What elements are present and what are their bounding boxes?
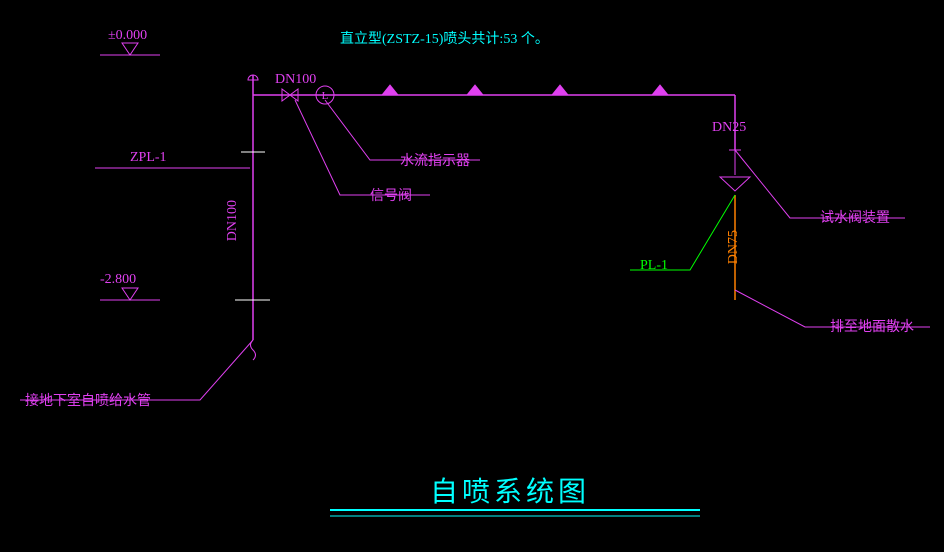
zpl-tag: ZPL-1 [130,150,167,166]
dn75-vert: DN75 [726,230,742,264]
dn100-top: DN100 [275,72,316,88]
elev-neg: -2.800 [100,272,136,288]
elev-zero: ±0.000 [108,28,147,44]
pl1-tag: PL-1 [640,258,668,274]
drain-label: 排至地面散水 [830,316,914,336]
test-valve-label: 试水阀装置 [820,207,890,227]
top-sprinkler-count: 直立型(ZSTZ-15)喷头共计:53 个。 [340,28,549,48]
signal-valve-label: 信号阀 [370,185,412,205]
basement-label: 接地下室自喷给水管 [25,390,151,410]
flow-indicator-label: 水流指示器 [400,150,470,170]
diagram-title: 自喷系统图 [430,470,590,510]
dn100-vert: DN100 [225,200,241,241]
dn25: DN25 [712,120,746,136]
